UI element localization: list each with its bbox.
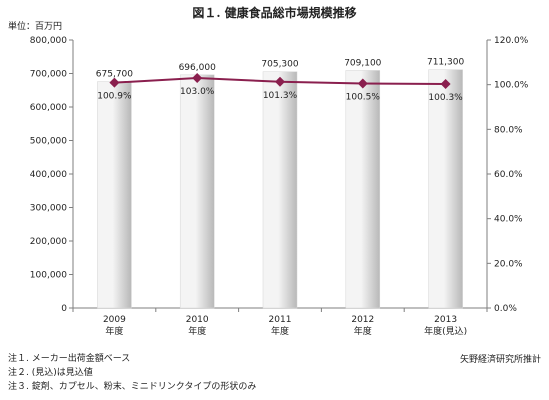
left-tick-label: 200,000: [30, 237, 67, 247]
growth-marker: [275, 76, 285, 87]
left-tick-label: 400,000: [30, 170, 67, 180]
chart-title: 図１. 健康食品総市場規模推移: [192, 6, 357, 20]
right-tick-label: 60.0%: [494, 170, 523, 180]
bar: [262, 71, 298, 309]
left-tick-label: 800,000: [30, 36, 67, 46]
x-category-sublabel: 年度: [188, 325, 206, 337]
note-2: 注２. (見込)は見込値: [8, 368, 93, 378]
note-3: 注３. 錠剤、カプセル、粉末、ミニドリンクタイプの形状のみ: [8, 382, 257, 392]
left-tick-label: 700,000: [30, 70, 67, 80]
growth-value-label: 103.0%: [180, 87, 215, 97]
notes: 注１. メーカー出荷金額ベース 注２. (見込)は見込値 注３. 錠剤、カプセル…: [8, 352, 256, 394]
growth-marker: [357, 78, 368, 89]
right-tick-label: 0.0%: [494, 304, 517, 314]
x-category-label: 2013: [434, 315, 457, 325]
bar-value-label: 675,700: [96, 70, 133, 80]
bar: [179, 74, 215, 309]
growth-marker: [440, 78, 451, 89]
x-category-sublabel: 年度: [354, 325, 372, 337]
growth-value-label: 101.3%: [263, 91, 298, 101]
bar: [345, 70, 381, 309]
bars: [97, 69, 463, 309]
x-category-sublabel: 年度: [105, 325, 123, 337]
growth-marker: [192, 72, 203, 83]
left-tick-label: 500,000: [30, 137, 67, 147]
bar: [428, 69, 463, 309]
x-category-sublabel: 年度: [271, 325, 289, 337]
growth-value-label: 100.5%: [346, 93, 381, 103]
growth-line: [109, 72, 451, 89]
x-category-label: 2012: [351, 315, 374, 325]
left-tick-label: 600,000: [30, 103, 67, 113]
x-category-label: 2010: [186, 315, 209, 325]
bar: [97, 81, 132, 309]
labels: 675,7002009年度696,0002010年度705,3002011年度7…: [96, 58, 467, 337]
x-category-sublabel: 年度(見込): [424, 325, 467, 337]
growth-marker: [109, 77, 120, 88]
bar-value-label: 705,300: [261, 60, 298, 70]
right-tick-label: 40.0%: [494, 215, 523, 225]
left-tick-label: 0: [61, 304, 67, 314]
bar-value-label: 709,100: [344, 58, 381, 68]
left-tick-label: 100,000: [30, 271, 67, 281]
bar-value-label: 711,300: [427, 58, 464, 68]
growth-value-label: 100.9%: [97, 92, 132, 102]
right-tick-label: 100.0%: [494, 81, 529, 91]
x-category-label: 2011: [269, 315, 292, 325]
growth-value-label: 100.3%: [428, 93, 463, 103]
right-tick-label: 20.0%: [494, 259, 523, 269]
bar-value-label: 696,000: [179, 63, 216, 73]
x-category-label: 2009: [103, 315, 126, 325]
right-tick-label: 120.0%: [494, 36, 529, 46]
right-tick-label: 80.0%: [494, 125, 523, 135]
source-note: 矢野経済研究所推計: [459, 355, 541, 365]
unit-label: 単位：百万円: [8, 22, 63, 32]
note-1: 注１. メーカー出荷金額ベース: [8, 354, 131, 364]
left-tick-label: 300,000: [30, 204, 67, 214]
